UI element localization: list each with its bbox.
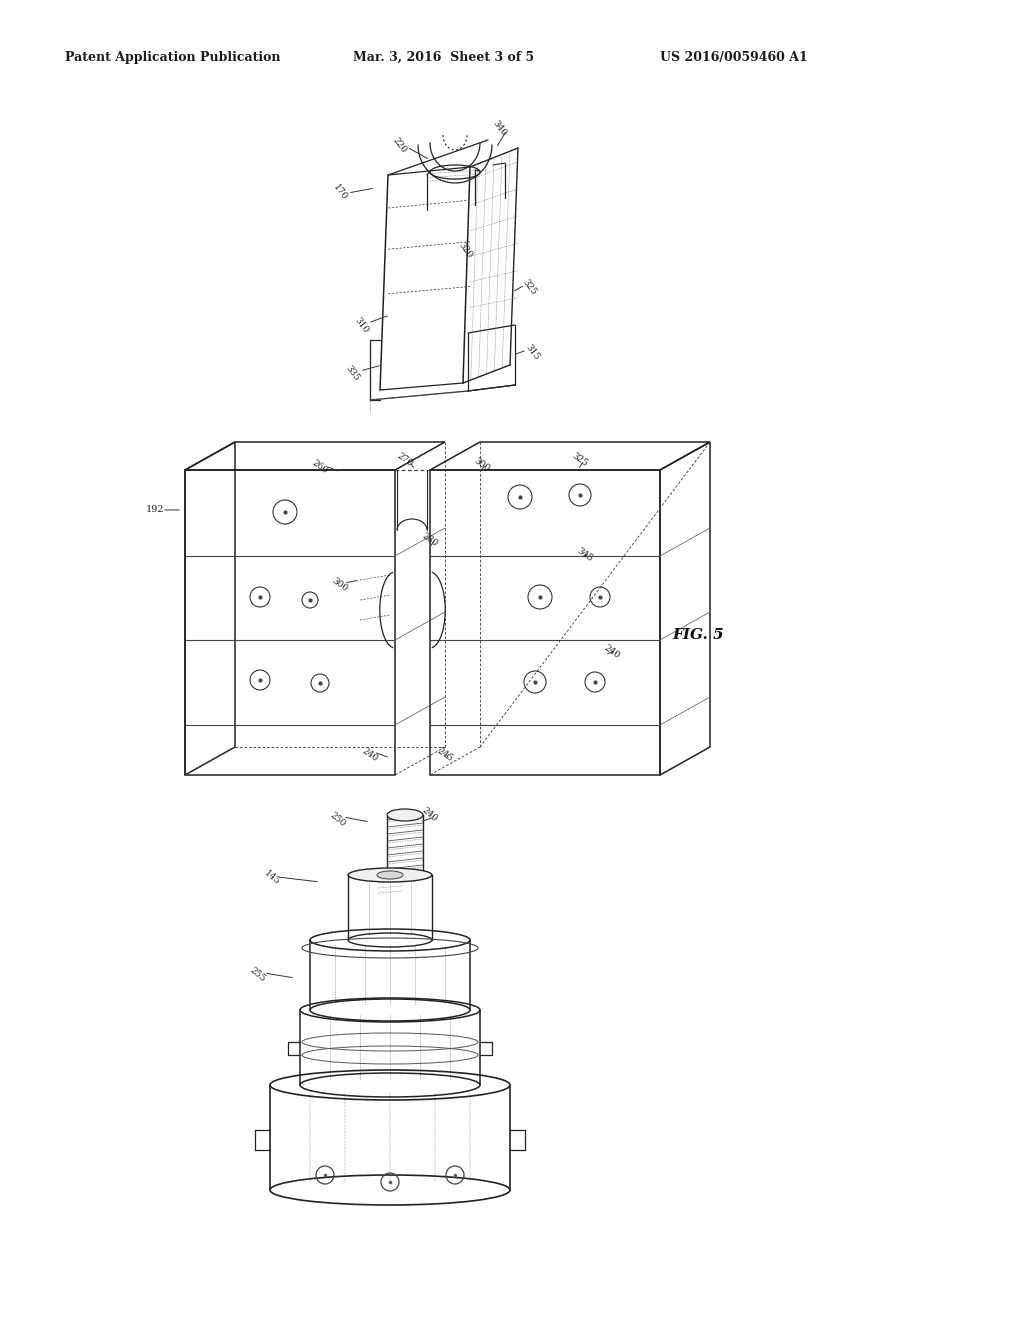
Ellipse shape bbox=[377, 871, 403, 879]
Text: 315: 315 bbox=[524, 342, 542, 362]
Text: 335: 335 bbox=[344, 363, 361, 383]
Text: 260: 260 bbox=[310, 458, 330, 475]
Text: 145: 145 bbox=[262, 869, 282, 887]
Text: 240: 240 bbox=[421, 807, 439, 824]
Text: 170: 170 bbox=[331, 182, 349, 202]
Text: 255: 255 bbox=[249, 966, 267, 983]
Text: 220: 220 bbox=[391, 136, 409, 154]
Ellipse shape bbox=[387, 809, 423, 821]
Text: FIG. 5: FIG. 5 bbox=[672, 628, 724, 642]
Text: 270: 270 bbox=[395, 451, 415, 469]
Text: 325: 325 bbox=[570, 451, 590, 469]
Text: 300: 300 bbox=[472, 457, 492, 474]
Text: 345: 345 bbox=[575, 546, 595, 564]
Text: 310: 310 bbox=[353, 315, 371, 334]
Text: 240: 240 bbox=[360, 746, 380, 763]
Text: 240: 240 bbox=[602, 643, 622, 660]
Text: 250: 250 bbox=[329, 810, 347, 829]
Text: 192: 192 bbox=[145, 506, 164, 515]
Text: 340: 340 bbox=[492, 119, 509, 137]
Text: Patent Application Publication: Patent Application Publication bbox=[65, 50, 281, 63]
Text: US 2016/0059460 A1: US 2016/0059460 A1 bbox=[660, 50, 808, 63]
Text: 300: 300 bbox=[331, 577, 349, 594]
Text: 280: 280 bbox=[421, 532, 439, 549]
Text: 325: 325 bbox=[521, 277, 539, 297]
Text: 320: 320 bbox=[457, 240, 474, 260]
Ellipse shape bbox=[348, 869, 432, 882]
Text: 245: 245 bbox=[435, 746, 455, 764]
Text: Mar. 3, 2016  Sheet 3 of 5: Mar. 3, 2016 Sheet 3 of 5 bbox=[353, 50, 535, 63]
